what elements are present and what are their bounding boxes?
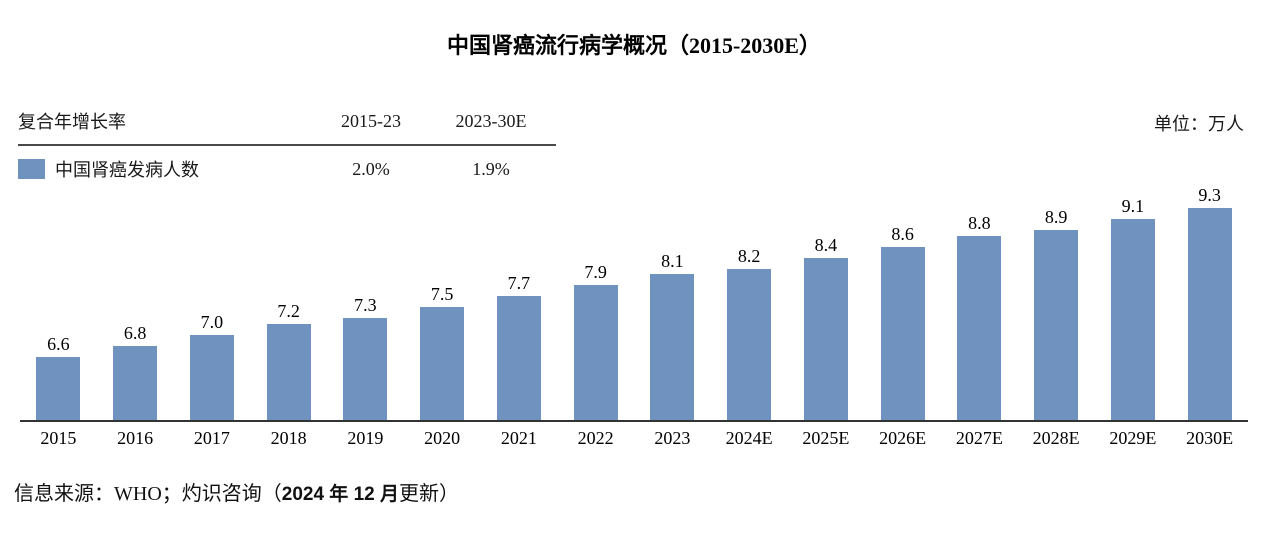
bar <box>496 296 541 420</box>
bar <box>1110 219 1155 420</box>
bar-value-label: 7.0 <box>200 312 224 332</box>
bar-value-label: 8.6 <box>891 224 914 244</box>
bar-value-label: 8.9 <box>1044 207 1068 227</box>
source-suffix: 更新） <box>399 483 460 505</box>
x-axis-label: 2018 <box>270 428 307 448</box>
bar <box>1034 230 1079 420</box>
bar <box>727 269 772 420</box>
cagr-column-2023-30E: 2023-30E <box>455 110 527 131</box>
bar-value-label: 8.4 <box>814 235 838 255</box>
bar-slot: 7.0 <box>174 312 251 420</box>
x-axis-label: 2021 <box>500 428 537 448</box>
x-axis-label: 2030E <box>1186 428 1234 448</box>
x-axis-label: 2015 <box>40 428 77 448</box>
bar-slot: 7.5 <box>404 284 481 420</box>
bar-value-label: 7.7 <box>507 273 531 293</box>
bar-slot: 9.1 <box>1095 196 1172 420</box>
cagr-header-label: 复合年增长率 <box>18 112 126 132</box>
bar <box>189 335 234 420</box>
x-axis-label: 2016 <box>117 428 154 448</box>
bar <box>113 346 158 420</box>
bar-slot: 7.2 <box>250 301 327 420</box>
bar-slot: 6.6 <box>20 334 97 420</box>
x-axis-label: 2027E <box>955 428 1003 448</box>
source-date: 2024 年 12 月 <box>281 484 400 505</box>
page-title: 中国肾癌流行病学概况（2015-2030E） <box>446 33 821 58</box>
cagr-value-2023-30E: 1.9% <box>472 158 510 179</box>
x-axis-label: 2029E <box>1109 428 1157 448</box>
legend-label: 中国肾癌发病人数 <box>55 160 199 180</box>
bar <box>573 285 618 420</box>
bar-slot: 8.8 <box>941 213 1018 420</box>
bar <box>420 307 465 420</box>
chart-header: 复合年增长率 2015-23 2023-30E 中国肾癌发病人数 2.0% 1.… <box>18 108 1244 182</box>
bar-value-label: 8.2 <box>737 246 761 266</box>
legend-item: 中国肾癌发病人数 <box>18 156 316 182</box>
x-axis-label: 2023 <box>654 428 691 448</box>
bar <box>343 318 388 420</box>
bar <box>266 324 311 420</box>
x-axis-label: 2022 <box>577 428 614 448</box>
bars-area: 6.6 6.8 7.0 7.2 7.3 7.5 7.7 7.9 8.1 8.2 8.4 8.6 8.8 8… <box>20 182 1248 422</box>
x-axis-labels: 2015 2016 2017 2018 2019 2020 2021 2022 2023 2024… <box>20 422 1248 449</box>
cagr-table-row: 中国肾癌发病人数 2.0% 1.9% <box>18 146 556 182</box>
bar-value-label: 8.1 <box>661 251 684 271</box>
bar-value-label: 7.2 <box>277 301 300 321</box>
bar-slot: 6.8 <box>97 323 174 420</box>
bar-slot: 8.9 <box>1018 207 1095 420</box>
bar-value-label: 9.1 <box>1121 196 1145 216</box>
x-axis-label: 2026E <box>879 428 927 448</box>
bar-value-label: 7.9 <box>584 262 607 282</box>
bar <box>803 258 848 420</box>
bar-slot: 8.2 <box>711 246 788 420</box>
x-axis-label: 2028E <box>1032 428 1080 448</box>
bar-slot: 7.7 <box>481 273 558 420</box>
unit-label: 单位：万人 <box>1154 114 1244 134</box>
bar-value-label: 7.5 <box>430 284 454 304</box>
bar-value-label: 8.8 <box>968 213 991 233</box>
bar <box>650 274 695 420</box>
cagr-value-2015-23: 2.0% <box>352 158 390 179</box>
bar-slot: 8.1 <box>634 251 711 420</box>
bar-slot: 8.6 <box>864 224 941 420</box>
bar <box>36 357 81 420</box>
x-axis-label: 2020 <box>424 428 461 448</box>
bar-slot: 7.3 <box>327 295 404 420</box>
x-axis-label: 2017 <box>193 428 230 448</box>
source-prefix: 信息来源：WHO；灼识咨询（ <box>14 483 282 505</box>
x-axis-label: 2019 <box>347 428 384 448</box>
bar <box>1187 208 1232 420</box>
bar-value-label: 6.6 <box>47 334 70 354</box>
bar-slot: 7.9 <box>557 262 634 420</box>
cagr-table-header: 复合年增长率 2015-23 2023-30E <box>18 108 556 146</box>
bar-slot: 8.4 <box>788 235 865 420</box>
bar-slot: 9.3 <box>1171 185 1248 420</box>
bar-value-label: 6.8 <box>123 323 147 343</box>
bar <box>880 247 925 420</box>
bar-chart: 6.6 6.8 7.0 7.2 7.3 7.5 7.7 7.9 8.1 8.2 8.4 8.6 8.8 8… <box>20 182 1248 449</box>
x-axis-label: 2025E <box>802 428 850 448</box>
source-note: 信息来源：WHO；灼识咨询（2024 年 12 月更新） <box>14 477 1268 506</box>
bar-value-label: 9.3 <box>1198 185 1221 205</box>
legend-swatch <box>18 159 45 179</box>
cagr-column-2015-23: 2015-23 <box>341 110 401 131</box>
bar <box>957 236 1002 420</box>
cagr-table: 复合年增长率 2015-23 2023-30E 中国肾癌发病人数 2.0% 1.… <box>18 108 556 182</box>
bar-value-label: 7.3 <box>354 295 377 315</box>
x-axis-label: 2024E <box>725 428 773 448</box>
